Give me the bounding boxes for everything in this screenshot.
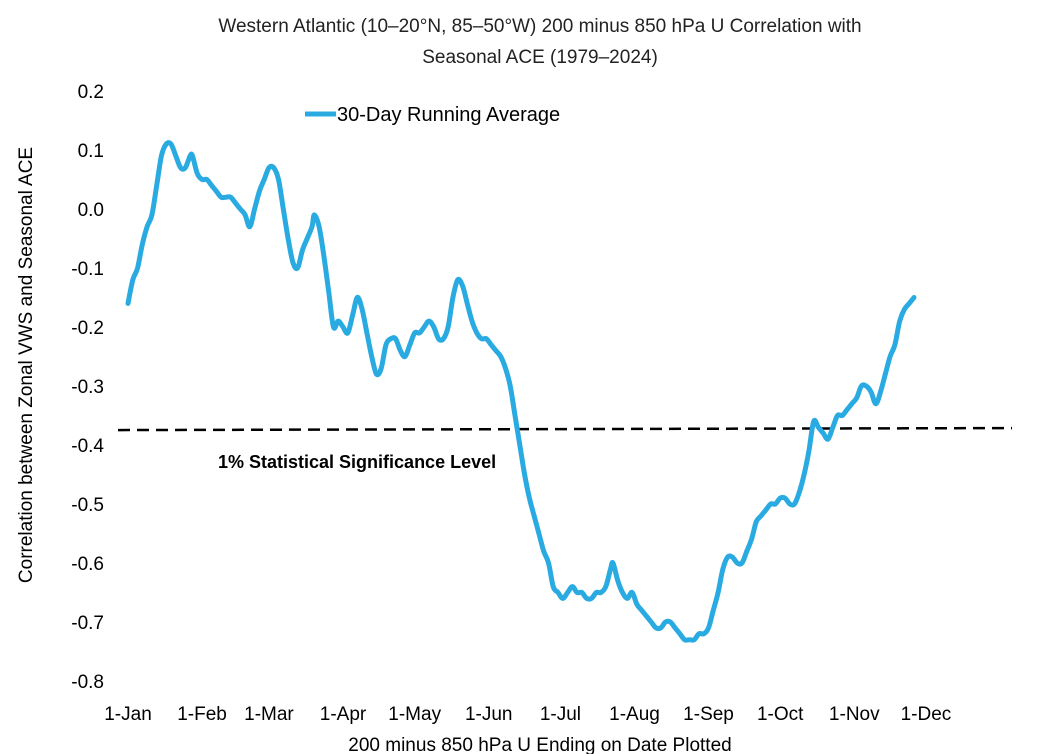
- x-tick-label: 1-Feb: [177, 704, 227, 725]
- y-tick-label: -0.3: [71, 377, 104, 398]
- y-tick-label: -0.2: [71, 318, 104, 339]
- chart-title-line2: Seasonal ACE (1979–2024): [422, 47, 658, 68]
- x-tick-label: 1-Mar: [244, 704, 294, 725]
- significance-label: 1% Statistical Significance Level: [218, 452, 496, 472]
- y-tick-label: -0.5: [71, 495, 104, 516]
- y-tick-label: -0.4: [71, 436, 104, 457]
- x-tick-label: 1-Dec: [901, 704, 952, 725]
- x-tick-label: 1-Apr: [320, 704, 367, 725]
- x-tick-label: 1-Sep: [683, 704, 734, 725]
- significance-line: [117, 426, 1013, 432]
- series-line-30day: [125, 140, 917, 643]
- x-tick-label: 1-Jan: [104, 704, 152, 725]
- y-axis-label: Correlation between Zonal VWS and Season…: [16, 147, 37, 583]
- y-tick-label: -0.6: [71, 554, 104, 575]
- x-tick-label: 1-Aug: [609, 704, 660, 725]
- y-tick-label: -0.1: [71, 259, 104, 280]
- y-tick-label: -0.7: [71, 613, 104, 634]
- x-tick-label: 1-Jun: [465, 704, 513, 725]
- x-tick-label: 1-May: [388, 704, 441, 725]
- x-tick-label: 1-Oct: [757, 704, 804, 725]
- y-axis-ticks: 0.2 0.1 0.0 -0.1 -0.2 -0.3 -0.4 -0.5 -0.6 -0.7 -0.…: [71, 82, 104, 693]
- legend: 30-Day Running Average: [305, 104, 560, 126]
- y-tick-label: 0.2: [78, 82, 104, 103]
- y-tick-label: -0.8: [71, 672, 104, 693]
- x-axis-ticks: 1-Jan 1-Feb 1-Mar 1-Apr 1-May 1-Jun 1-Jul 1-Aug…: [104, 704, 951, 725]
- chart-title-line1: Western Atlantic (10–20°N, 85–50°W) 200 …: [218, 16, 861, 37]
- x-tick-label: 1-Jul: [540, 704, 581, 725]
- legend-label: 30-Day Running Average: [337, 104, 560, 126]
- x-axis-label: 200 minus 850 hPa U Ending on Date Plott…: [348, 735, 731, 754]
- y-tick-label: 0.1: [78, 141, 104, 162]
- x-tick-label: 1-Nov: [829, 704, 880, 725]
- y-tick-label: 0.0: [78, 200, 104, 221]
